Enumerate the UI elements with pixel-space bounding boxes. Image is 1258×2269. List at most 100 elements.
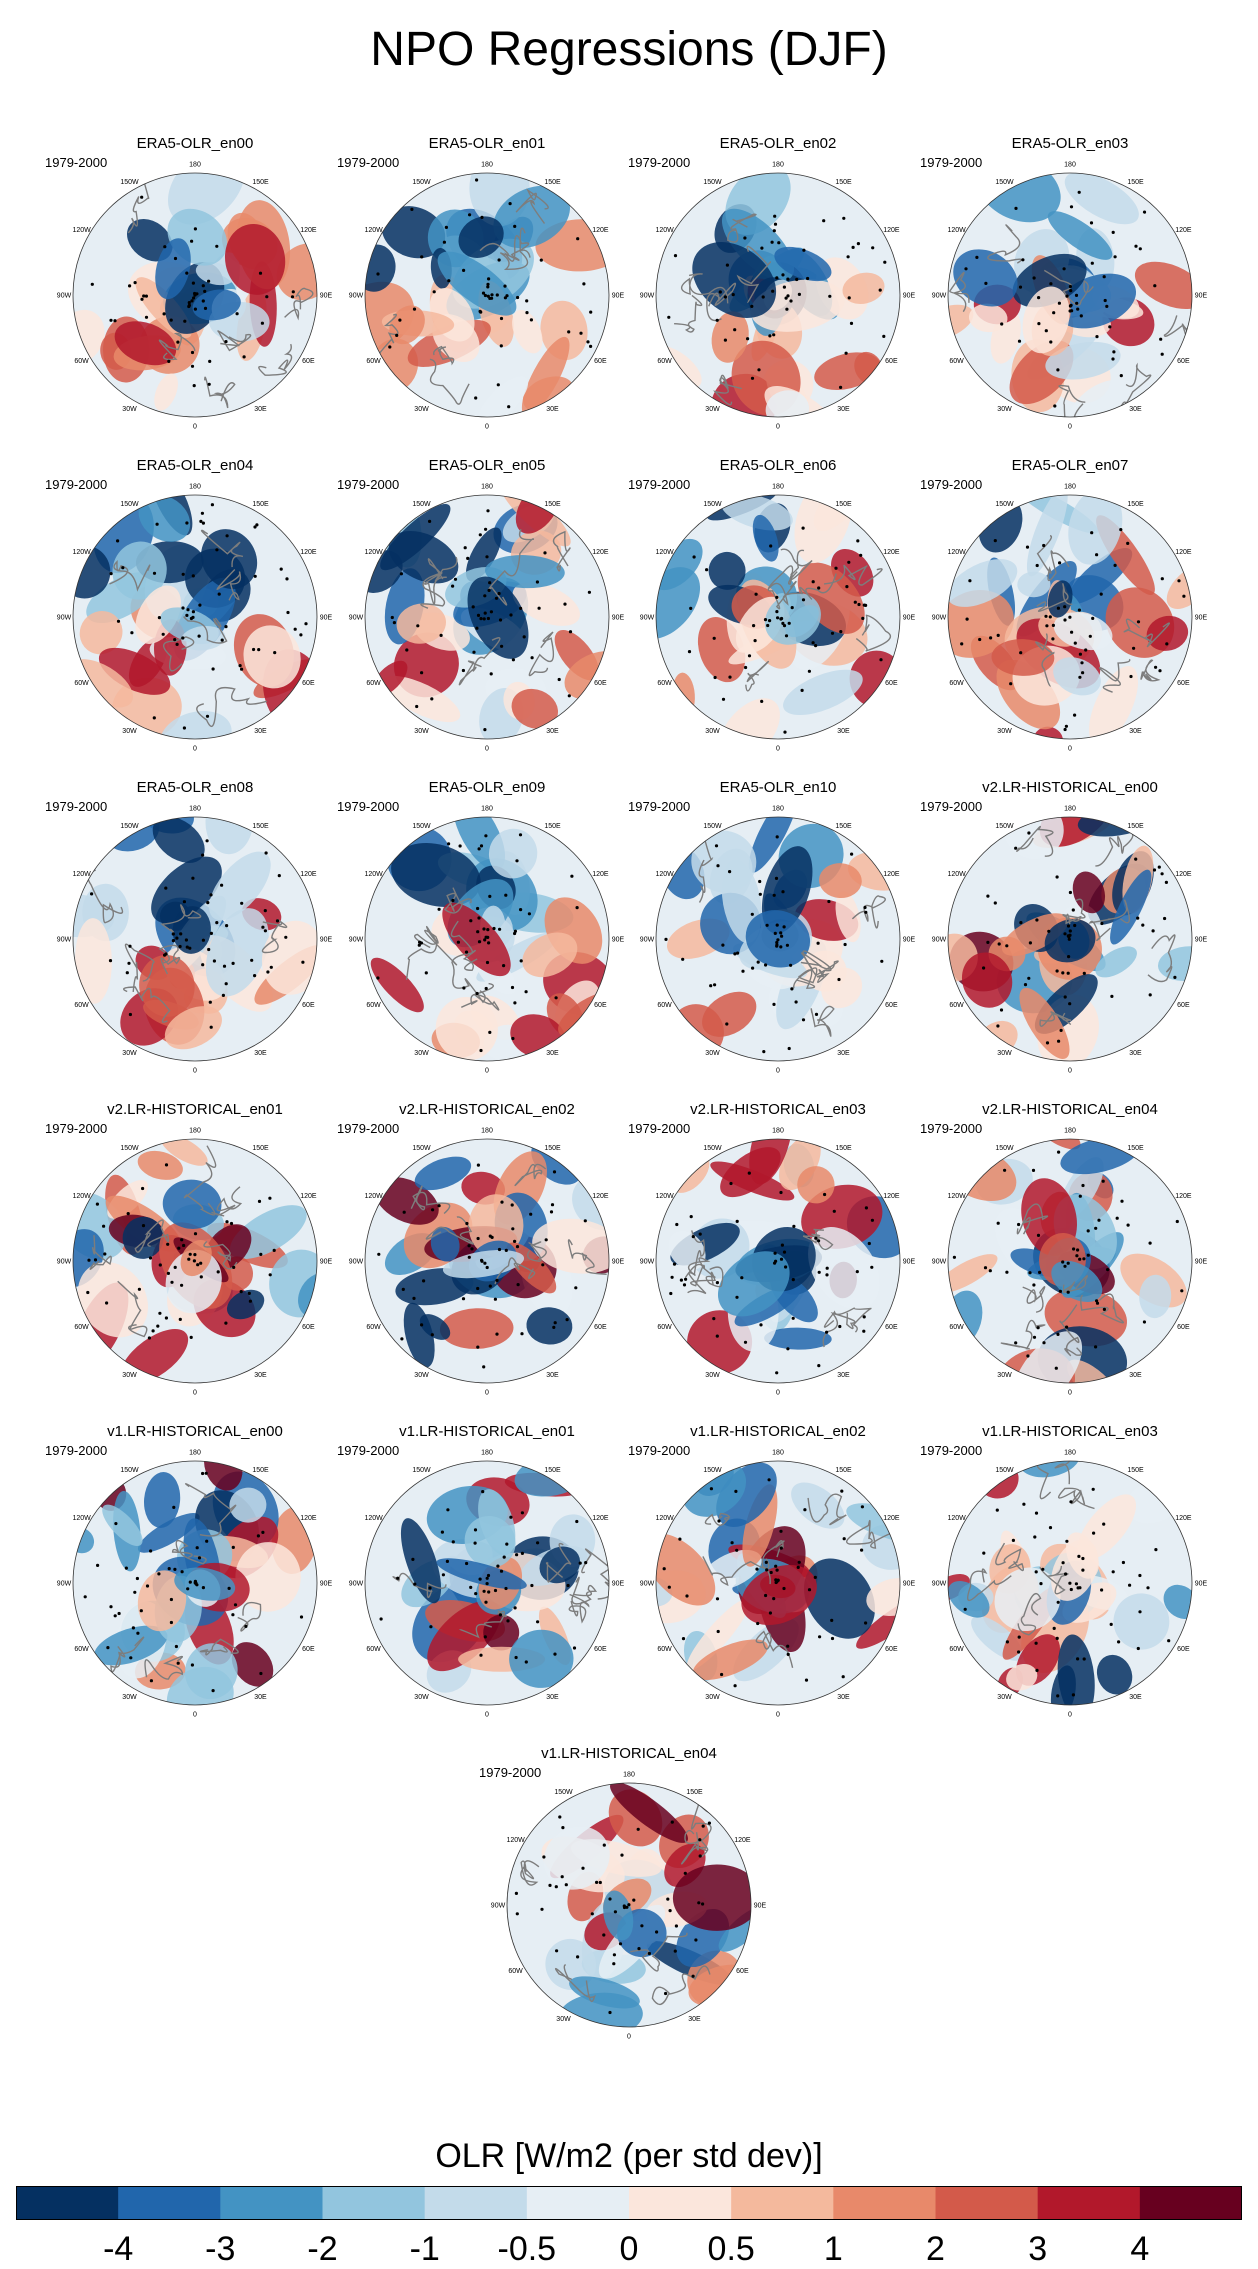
longitude-label: 0: [776, 1068, 780, 1075]
longitude-label: 120W: [364, 1515, 383, 1522]
longitude-label: 90E: [612, 615, 625, 622]
longitude-label: 120W: [655, 871, 674, 878]
longitude-label: 60E: [885, 1324, 898, 1331]
longitude-label: 30W: [414, 728, 429, 735]
longitude-label: 60W: [657, 1324, 672, 1331]
longitude-label: 90W: [57, 293, 72, 300]
longitude-label: 90W: [57, 1581, 72, 1588]
panel-period: 1979-2000: [920, 799, 983, 814]
longitude-label: 90W: [932, 1581, 947, 1588]
panel-period: 1979-2000: [628, 155, 691, 170]
longitude-label: 60W: [508, 1968, 523, 1975]
longitude-label: 150E: [1127, 1145, 1144, 1152]
longitude-label: 120W: [364, 549, 383, 556]
longitude-label: 150E: [252, 1145, 269, 1152]
longitude-label: 90W: [640, 937, 655, 944]
longitude-label: 150E: [835, 1467, 852, 1474]
colorbar-swatch: [1139, 2186, 1242, 2220]
longitude-label: 120W: [947, 871, 966, 878]
longitude-label: 30E: [546, 1372, 559, 1379]
longitude-label: 120W: [947, 549, 966, 556]
longitude-label: 180: [189, 1128, 201, 1135]
colorbar-swatch: [526, 2186, 630, 2220]
longitude-label: 150E: [544, 501, 561, 508]
polar-map: 180 150E 120E 90E 60E 30E 0 30W 60W 90W 120W 150W: [640, 484, 916, 753]
longitude-label: 60E: [885, 1646, 898, 1653]
longitude-label: 180: [189, 484, 201, 491]
longitude-label: 150W: [995, 1145, 1014, 1152]
map-panel: v1.LR-HISTORICAL_en04 1979-2000 180 150E 120…: [479, 1745, 779, 2045]
longitude-label: 120W: [364, 227, 383, 234]
longitude-label: 150W: [995, 1467, 1014, 1474]
longitude-label: 120E: [883, 1193, 900, 1200]
map-panel: v2.LR-HISTORICAL_en02 1979-2000 180 150E 120…: [337, 1101, 637, 1401]
longitude-label: 90E: [612, 1581, 625, 1588]
longitude-label: 120E: [1175, 1193, 1192, 1200]
longitude-label: 90E: [903, 937, 916, 944]
panel-title: v2.LR-HISTORICAL_en02: [399, 1101, 575, 1118]
panel-title: v1.LR-HISTORICAL_en04: [541, 1745, 717, 1762]
page-title: NPO Regressions (DJF): [370, 23, 888, 76]
longitude-label: 90E: [612, 293, 625, 300]
panel-period: 1979-2000: [628, 1443, 691, 1458]
longitude-label: 180: [1064, 1128, 1076, 1135]
longitude-label: 90W: [57, 615, 72, 622]
colorbar-tick-label: 2: [926, 2230, 945, 2268]
colorbar-tick-label: -3: [205, 2230, 236, 2268]
longitude-label: 150E: [252, 501, 269, 508]
longitude-label: 30W: [997, 1694, 1012, 1701]
polar-map: 180 150E 120E 90E 60E 30E 0 30W 60W 90W 120W 150W: [640, 162, 916, 431]
longitude-label: 120W: [72, 871, 91, 878]
map-panel: v1.LR-HISTORICAL_en00 1979-2000 180 150E 120…: [45, 1423, 345, 1723]
colorbar-tick-label: 3: [1028, 2230, 1048, 2268]
longitude-label: 30W: [705, 1372, 720, 1379]
longitude-label: 180: [772, 1128, 784, 1135]
longitude-label: 120E: [1175, 871, 1192, 878]
longitude-label: 60E: [594, 1324, 607, 1331]
longitude-label: 150E: [1127, 823, 1144, 830]
longitude-label: 60W: [366, 1646, 381, 1653]
longitude-label: 120E: [883, 1515, 900, 1522]
panel-period: 1979-2000: [337, 477, 400, 492]
longitude-label: 0: [1068, 1390, 1072, 1397]
map-panel: ERA5-OLR_en03 1979-2000 180 150E 120E 90E 60E 3…: [920, 135, 1220, 435]
longitude-label: 120E: [1175, 549, 1192, 556]
longitude-label: 30E: [546, 728, 559, 735]
map-panel: ERA5-OLR_en10 1979-2000 180 150E 120E 90E 60E 3…: [628, 779, 928, 1079]
longitude-label: 120W: [655, 1515, 674, 1522]
colorbar-tick-label: 0.5: [707, 2230, 755, 2268]
longitude-label: 30W: [997, 728, 1012, 735]
longitude-label: 60E: [885, 680, 898, 687]
longitude-label: 150W: [412, 501, 431, 508]
longitude-label: 150W: [703, 179, 722, 186]
longitude-label: 30E: [546, 1050, 559, 1057]
longitude-label: 120E: [883, 549, 900, 556]
colorbar-tick-label: -0.5: [497, 2230, 557, 2268]
panel-period: 1979-2000: [45, 155, 108, 170]
longitude-label: 120E: [1175, 1515, 1192, 1522]
longitude-label: 30E: [688, 2016, 701, 2023]
polar-map: 180 150E 120E 90E 60E 30E 0 30W 60W 90W 120W 150W: [57, 1128, 333, 1397]
longitude-label: 30W: [414, 406, 429, 413]
panel-title: ERA5-OLR_en00: [136, 135, 254, 152]
longitude-label: 90E: [1195, 937, 1208, 944]
panel-period: 1979-2000: [920, 155, 983, 170]
longitude-label: 60E: [1177, 680, 1190, 687]
longitude-label: 30E: [546, 406, 559, 413]
longitude-label: 30W: [122, 406, 137, 413]
longitude-label: 60E: [1177, 1324, 1190, 1331]
panel-period: 1979-2000: [628, 1121, 691, 1136]
longitude-label: 150E: [835, 501, 852, 508]
longitude-label: 120W: [72, 227, 91, 234]
panel-title: ERA5-OLR_en07: [1011, 457, 1129, 474]
longitude-label: 120W: [506, 1837, 525, 1844]
map-panel: ERA5-OLR_en06 1979-2000 180 150E 120E 90E 60E 3…: [628, 457, 928, 757]
panel-title: v1.LR-HISTORICAL_en01: [399, 1423, 575, 1440]
panel-period: 1979-2000: [628, 477, 691, 492]
longitude-label: 120W: [655, 1193, 674, 1200]
longitude-label: 180: [1064, 1450, 1076, 1457]
map-panel: v2.LR-HISTORICAL_en04 1979-2000 180 150E 120…: [920, 1101, 1220, 1401]
polar-map: 180 150E 120E 90E 60E 30E 0 30W 60W 90W 120W 150W: [57, 162, 333, 431]
panel-period: 1979-2000: [337, 1443, 400, 1458]
polar-map: 180 150E 120E 90E 60E 30E 0 30W 60W 90W 120W 150W: [349, 1450, 625, 1719]
